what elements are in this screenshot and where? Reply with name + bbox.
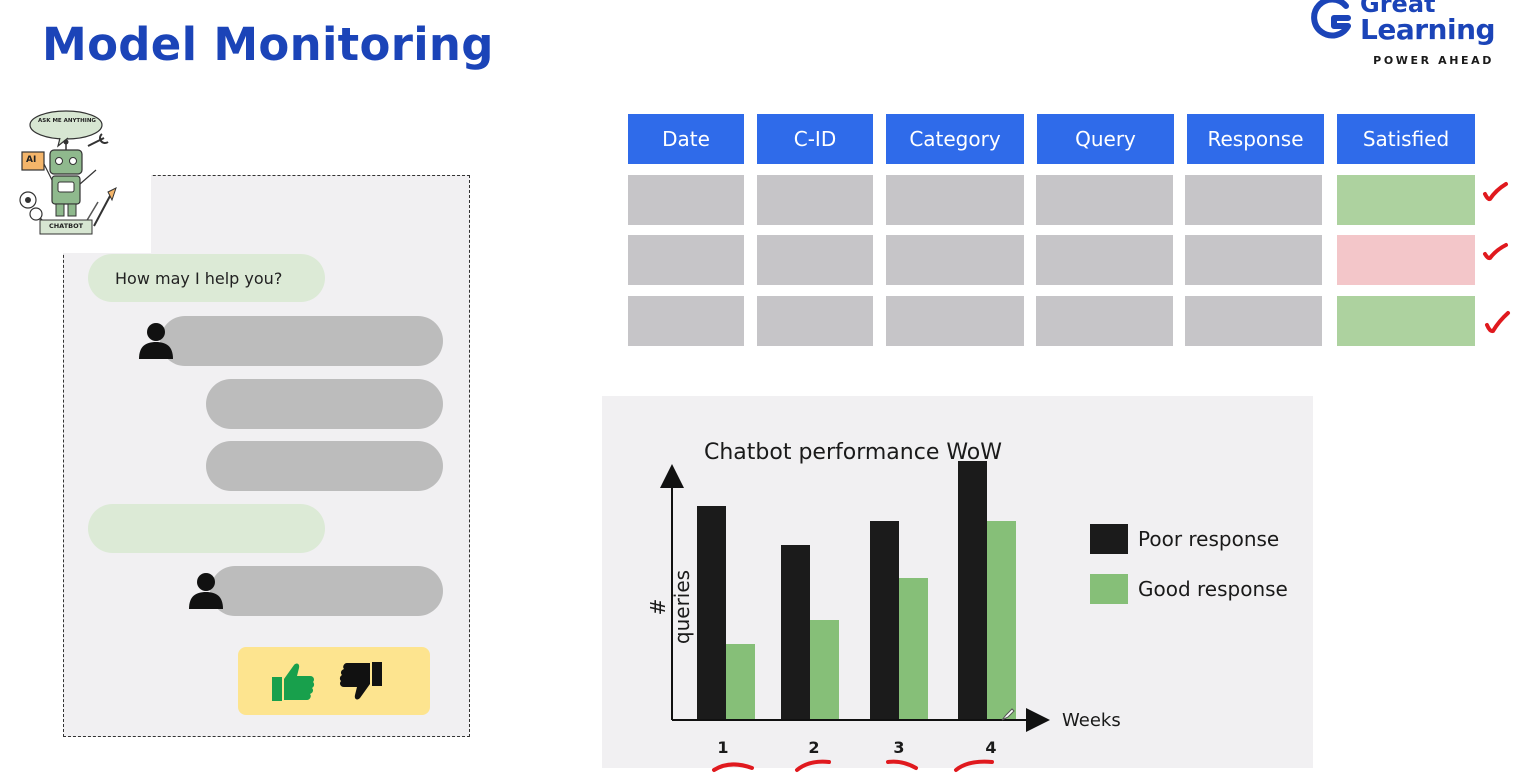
- bot-greeting-text: How may I help you?: [115, 268, 283, 288]
- table-header-satisfied: Satisfied: [1337, 114, 1475, 164]
- y-axis-label: # queries: [646, 569, 694, 645]
- red-check-icon: [1483, 182, 1508, 202]
- table-cell: [628, 175, 744, 225]
- chatbot-robot-illustration: ASK ME ANYTHING AI CHATBOT: [14, 108, 126, 240]
- user-avatar-icon: [139, 323, 173, 359]
- table-cell: [1036, 175, 1173, 225]
- logo-g-icon: [1311, 0, 1351, 39]
- bar-chart: [660, 461, 1050, 732]
- x-tick-label: 4: [985, 738, 997, 757]
- satisfied-cell-green: [1337, 175, 1475, 225]
- table-cell: [1185, 296, 1322, 346]
- satisfied-cell-green: [1337, 296, 1475, 346]
- table-header-response: Response: [1187, 114, 1324, 164]
- table-cell: [1036, 296, 1173, 346]
- table-cell: [1185, 175, 1322, 225]
- legend-item-poor: Poor response: [1090, 524, 1279, 554]
- user-message: [210, 566, 443, 616]
- chart-panel: Chatbot performance WoW # queries Weeks …: [602, 396, 1313, 768]
- robot-badge-text: CHATBOT: [48, 222, 84, 230]
- x-axis-label: Weeks: [1062, 710, 1121, 731]
- legend-item-good: Good response: [1090, 574, 1288, 604]
- legend-swatch-good: [1090, 574, 1128, 604]
- table-header-cid: C-ID: [757, 114, 873, 164]
- red-check-icon: [1485, 311, 1510, 334]
- chart-title: Chatbot performance WoW: [704, 440, 1003, 465]
- satisfied-cell-pink: [1337, 235, 1475, 285]
- table-cell: [886, 235, 1024, 285]
- user-avatar-icon: [189, 573, 223, 609]
- table-cell: [1185, 235, 1322, 285]
- red-underline-mark: [886, 759, 918, 770]
- red-check-icon: [1483, 243, 1508, 261]
- table-cell: [628, 235, 744, 285]
- table-cell: [757, 296, 873, 346]
- red-underline-mark: [712, 762, 754, 772]
- thumbs-down-icon[interactable]: [338, 660, 384, 702]
- bar-good-week-2: [810, 620, 839, 719]
- bar-poor-week-3: [870, 521, 899, 719]
- logo-line2: Learning: [1360, 13, 1496, 46]
- bot-message-greeting: [88, 254, 325, 302]
- table-header-category: Category: [886, 114, 1024, 164]
- x-tick-label: 3: [893, 738, 905, 757]
- table-header-query: Query: [1037, 114, 1174, 164]
- bar-poor-week-4: [958, 461, 987, 719]
- chart-bars: [697, 461, 1016, 719]
- bar-good-week-4: [987, 521, 1016, 719]
- legend-label-good: Good response: [1138, 577, 1288, 601]
- x-tick-label: 1: [717, 738, 729, 757]
- pencil-cursor-icon: [1001, 708, 1015, 721]
- table-header-date: Date: [628, 114, 744, 164]
- bar-good-week-1: [726, 644, 755, 719]
- table-cell: [628, 296, 744, 346]
- table-cell: [886, 296, 1024, 346]
- bar-poor-week-2: [781, 545, 810, 719]
- red-underline-mark: [795, 759, 831, 772]
- user-message: [206, 379, 443, 429]
- bar-poor-week-1: [697, 506, 726, 719]
- thumbs-up-icon[interactable]: [270, 661, 316, 703]
- bot-message: [88, 504, 325, 553]
- table-cell: [757, 175, 873, 225]
- feedback-box: [238, 647, 430, 715]
- robot-speech-text: ASK ME ANYTHING: [38, 118, 96, 124]
- legend-label-poor: Poor response: [1138, 527, 1280, 551]
- bar-good-week-3: [899, 578, 928, 719]
- logo-line1: Great: [1360, 0, 1436, 18]
- table-cell: [886, 175, 1024, 225]
- x-tick-label: 2: [808, 738, 820, 757]
- user-message: [206, 441, 443, 491]
- logo-tagline: POWER AHEAD: [1373, 54, 1494, 67]
- great-learning-logo: Great Learning POWER AHEAD: [1306, 0, 1506, 70]
- robot-screen-text: AI: [26, 155, 37, 165]
- slide-title: Model Monitoring: [42, 18, 494, 71]
- table-cell: [1036, 235, 1173, 285]
- user-message: [160, 316, 443, 366]
- table-cell: [757, 235, 873, 285]
- legend-swatch-poor: [1090, 524, 1128, 554]
- red-underline-mark: [954, 759, 994, 772]
